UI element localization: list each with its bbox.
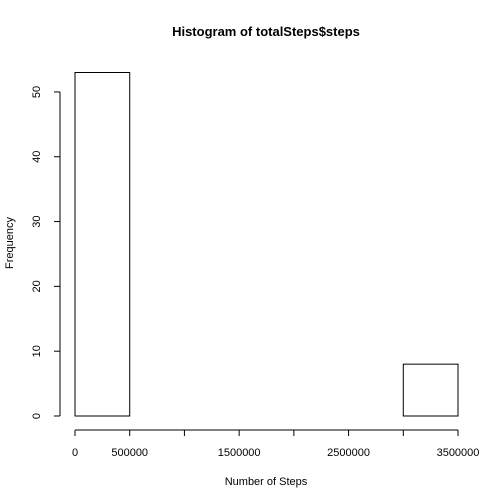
x-tick-label-0: 0 bbox=[72, 447, 78, 459]
y-axis-label: Frequency bbox=[4, 217, 16, 269]
y-tick-label-0: 0 bbox=[31, 413, 43, 419]
bars-group bbox=[74, 72, 459, 417]
histogram-bar-0 bbox=[74, 72, 131, 417]
y-tick-label-3: 30 bbox=[31, 215, 43, 227]
y-tick-label-5: 50 bbox=[31, 86, 43, 98]
x-tick-label-1: 500000 bbox=[111, 447, 148, 459]
x-axis-label: Number of Steps bbox=[225, 476, 308, 488]
y-tick-label-1: 10 bbox=[31, 345, 43, 357]
x-tick-label-7: 3500000 bbox=[437, 447, 480, 459]
y-tick-label-4: 40 bbox=[31, 151, 43, 163]
y-tick-label-2: 20 bbox=[31, 280, 43, 292]
chart-title: Histogram of totalSteps$steps bbox=[172, 24, 360, 39]
histogram-bar-6 bbox=[402, 363, 459, 417]
y-axis: 0 10 20 30 40 50 bbox=[31, 86, 61, 419]
x-tick-label-3: 1500000 bbox=[218, 447, 261, 459]
x-tick-label-5: 2500000 bbox=[327, 447, 370, 459]
x-axis: 0 500000 1500000 2500000 3500000 bbox=[72, 429, 480, 459]
